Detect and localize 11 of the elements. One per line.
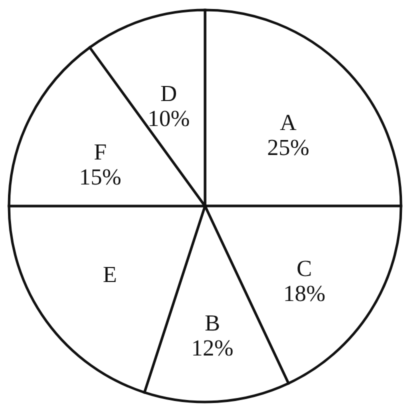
slice-label: F xyxy=(94,140,107,165)
data-label: 15% xyxy=(79,164,122,190)
slice-label: A xyxy=(280,110,297,135)
slice-label: E xyxy=(102,262,117,288)
slice-label: C xyxy=(296,256,312,282)
data-label: 12% xyxy=(191,335,234,360)
slice-label: B xyxy=(204,310,220,336)
data-label: 18% xyxy=(283,281,326,306)
data-label: 25% xyxy=(267,134,310,160)
slice-label: D xyxy=(160,81,177,106)
data-label: 10% xyxy=(148,106,190,132)
